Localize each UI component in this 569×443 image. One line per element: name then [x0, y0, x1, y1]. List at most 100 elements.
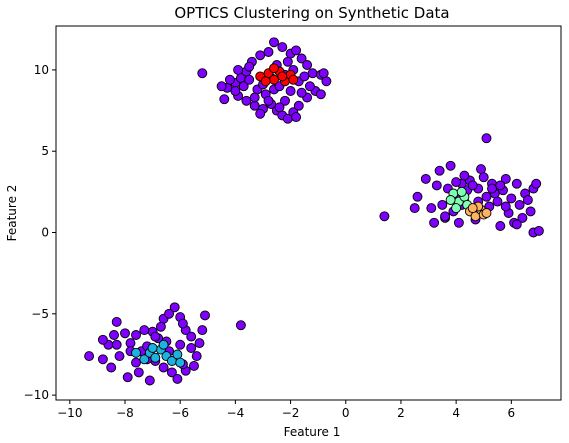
- y-axis-label: Feature 2: [5, 185, 19, 242]
- data-point: [216, 81, 227, 92]
- data-point: [467, 180, 478, 191]
- data-point: [169, 302, 180, 313]
- data-point: [302, 60, 313, 70]
- data-point: [280, 95, 290, 106]
- data-point: [531, 178, 542, 189]
- data-point: [255, 50, 266, 61]
- data-point: [172, 349, 183, 360]
- data-point: [111, 339, 122, 350]
- data-point: [481, 133, 492, 144]
- data-point: [244, 74, 255, 85]
- data-point: [533, 225, 544, 236]
- data-point: [230, 86, 241, 96]
- data-point: [307, 68, 318, 79]
- data-point: [269, 74, 279, 85]
- chart-title: OPTICS Clustering on Synthetic Data: [174, 4, 449, 22]
- data-point: [219, 94, 230, 105]
- data-point: [197, 325, 208, 336]
- data-point: [131, 330, 141, 340]
- data-point: [238, 81, 249, 92]
- data-point: [172, 373, 183, 384]
- data-point: [511, 219, 522, 230]
- x-tick-label: −10: [57, 406, 82, 420]
- data-point: [147, 343, 158, 353]
- data-point: [249, 100, 260, 111]
- data-point: [111, 316, 122, 327]
- data-point: [233, 64, 244, 75]
- y-tick-label: 10: [34, 63, 49, 77]
- data-point: [429, 217, 440, 228]
- data-point: [296, 87, 307, 98]
- data-point: [291, 112, 302, 123]
- data-point: [164, 308, 175, 319]
- y-tick-label: 0: [41, 226, 49, 240]
- data-point: [274, 102, 285, 113]
- data-point: [269, 63, 279, 74]
- data-point: [133, 367, 144, 378]
- x-tick-label: −8: [116, 406, 134, 420]
- data-point: [478, 172, 489, 183]
- data-point: [191, 351, 202, 362]
- data-point: [437, 199, 448, 210]
- data-point: [318, 68, 329, 79]
- data-point: [263, 95, 274, 106]
- data-point: [481, 208, 492, 218]
- data-point: [467, 203, 478, 214]
- y-axis: −10 −5 0 5 10: [24, 63, 56, 402]
- data-point: [315, 89, 326, 100]
- x-tick-label: −6: [171, 406, 189, 420]
- data-point: [296, 53, 307, 64]
- data-point: [459, 170, 470, 181]
- x-tick-label: 6: [508, 406, 516, 420]
- data-point: [299, 71, 310, 82]
- x-tick-label: 0: [342, 406, 350, 420]
- data-point: [186, 331, 197, 342]
- data-point: [451, 177, 462, 188]
- data-point: [158, 339, 169, 350]
- data-point: [244, 61, 255, 72]
- data-point: [150, 331, 161, 342]
- data-point: [453, 217, 464, 228]
- data-point: [321, 76, 332, 87]
- data-point: [109, 330, 119, 340]
- data-point: [120, 328, 130, 339]
- data-point: [235, 320, 246, 331]
- data-point: [97, 354, 108, 365]
- y-tick-label: −10: [24, 388, 49, 402]
- data-point: [125, 338, 136, 349]
- data-point: [249, 92, 260, 103]
- data-point: [224, 74, 235, 85]
- data-point: [445, 195, 456, 205]
- y-tick-label: −5: [31, 307, 49, 321]
- data-point: [445, 160, 456, 171]
- data-point: [514, 199, 525, 210]
- data-point: [285, 86, 296, 96]
- data-point: [379, 211, 390, 222]
- data-point: [106, 362, 117, 373]
- x-axis: −10 −8 −6 −4 −2 0 2 4 6: [57, 400, 515, 420]
- data-point: [255, 108, 266, 119]
- data-point: [288, 74, 299, 85]
- data-point: [241, 95, 252, 106]
- data-point: [426, 203, 437, 214]
- data-point: [293, 100, 304, 111]
- data-point: [84, 351, 95, 362]
- data-point: [409, 203, 420, 214]
- data-point: [511, 178, 522, 189]
- data-points: [84, 37, 544, 386]
- data-point: [186, 343, 197, 353]
- data-point: [522, 195, 533, 205]
- data-point: [131, 357, 141, 368]
- data-point: [517, 212, 528, 223]
- data-point: [139, 354, 150, 365]
- data-point: [175, 357, 186, 368]
- data-point: [166, 367, 177, 378]
- data-point: [277, 42, 288, 53]
- data-point: [277, 71, 288, 82]
- data-point: [451, 203, 462, 214]
- data-point: [492, 196, 503, 207]
- data-point: [304, 81, 315, 92]
- data-point: [506, 193, 517, 204]
- data-point: [131, 347, 141, 358]
